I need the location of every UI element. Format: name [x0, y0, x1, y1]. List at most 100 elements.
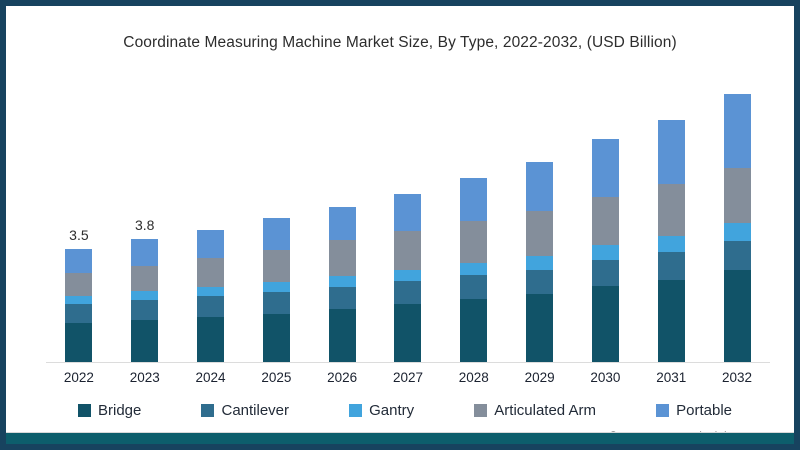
- segment-gantry: [394, 269, 422, 282]
- bar-group-2032: 2032: [704, 84, 770, 385]
- legend-label-gantry: Gantry: [369, 401, 415, 419]
- legend: Bridge Cantilever Gantry Articulated Arm Por…: [78, 398, 732, 422]
- segment-gantry: [460, 262, 488, 276]
- segment-bridge: [394, 303, 422, 362]
- segment-articulated-arm: [591, 196, 619, 246]
- stacked-bar-2022: [65, 248, 93, 362]
- segment-bridge: [657, 279, 685, 362]
- stacked-bar-2031: [657, 119, 685, 362]
- segment-articulated-arm: [197, 257, 225, 287]
- segment-articulated-arm: [65, 273, 93, 296]
- x-tick-label: 2022: [63, 370, 94, 385]
- segment-cantilever: [394, 281, 422, 304]
- x-tick-label: 2029: [524, 370, 555, 385]
- bar-value-label: 3.8: [134, 217, 155, 234]
- segment-gantry: [723, 223, 751, 241]
- segment-articulated-arm: [394, 230, 422, 270]
- segment-cantilever: [657, 252, 685, 280]
- legend-label-cantilever: Cantilever: [221, 401, 290, 419]
- segment-portable: [657, 119, 685, 184]
- segment-bridge: [197, 316, 225, 362]
- segment-bridge: [591, 286, 619, 362]
- x-tick-label: 2024: [195, 370, 226, 385]
- segment-bridge: [460, 299, 488, 362]
- bar-group-2030: 2030: [573, 84, 639, 385]
- stacked-bar-2030: [591, 139, 619, 362]
- stacked-bar-2026: [328, 206, 356, 362]
- bar-value-label: 3.5: [69, 227, 89, 243]
- bottom-accent-bar: [6, 432, 794, 444]
- stacked-bar-2024: [197, 229, 225, 362]
- bar-group-2024: 2024: [178, 84, 244, 385]
- bar-group-2025: 2025: [243, 84, 309, 385]
- segment-portable: [328, 206, 356, 241]
- stacked-bar-2025: [262, 218, 290, 362]
- segment-gantry: [328, 275, 356, 287]
- segment-cantilever: [460, 275, 488, 299]
- x-tick-label: 2026: [327, 370, 358, 385]
- x-tick-label: 2030: [590, 370, 621, 385]
- segment-portable: [394, 194, 422, 231]
- bar-group-2028: 2028: [441, 84, 507, 385]
- segment-cantilever: [591, 260, 619, 287]
- stacked-bar-2029: [526, 161, 554, 362]
- segment-articulated-arm: [131, 265, 159, 292]
- segment-portable: [591, 139, 619, 197]
- segment-gantry: [131, 291, 159, 300]
- x-tick-label: 2028: [458, 370, 489, 385]
- legend-swatch-cantilever: [201, 403, 215, 417]
- segment-gantry: [262, 282, 290, 293]
- legend-item-bridge: Bridge: [78, 402, 141, 419]
- plot-area: 3.5 2022 3.8 2023 2024 2025 2026 2027 2028 2029 20…: [46, 84, 770, 385]
- legend-swatch-articulated-arm: [474, 403, 488, 417]
- stacked-bar-2023: [131, 239, 159, 362]
- segment-cantilever: [328, 286, 356, 309]
- segment-articulated-arm: [723, 168, 751, 224]
- stacked-bar-2032: [723, 93, 751, 362]
- bar-group-2027: 2027: [375, 84, 441, 385]
- legend-label-bridge: Bridge: [98, 401, 142, 419]
- segment-cantilever: [65, 303, 93, 324]
- x-tick-label: 2027: [392, 370, 423, 385]
- x-tick-label: 2032: [722, 370, 753, 385]
- bar-group-2026: 2026: [309, 84, 375, 385]
- segment-articulated-arm: [657, 183, 685, 236]
- segment-cantilever: [262, 292, 290, 314]
- segment-portable: [65, 248, 93, 274]
- legend-label-portable: Portable: [676, 401, 732, 419]
- segment-articulated-arm: [526, 210, 554, 256]
- segment-cantilever: [197, 296, 225, 317]
- bar-group-2029: 2029: [507, 84, 573, 385]
- segment-portable: [460, 177, 488, 221]
- x-tick-label: 2031: [656, 370, 687, 385]
- legend-item-gantry: Gantry: [349, 402, 414, 419]
- segment-gantry: [591, 245, 619, 261]
- segment-articulated-arm: [328, 240, 356, 276]
- segment-bridge: [723, 269, 751, 362]
- segment-gantry: [65, 295, 93, 304]
- legend-swatch-bridge: [78, 403, 91, 417]
- segment-bridge: [65, 323, 93, 362]
- segment-portable: [197, 229, 225, 258]
- segment-gantry: [526, 255, 554, 270]
- segment-gantry: [197, 286, 225, 297]
- segment-cantilever: [526, 269, 554, 295]
- legend-item-cantilever: Cantilever: [201, 402, 289, 419]
- segment-portable: [723, 93, 751, 169]
- segment-gantry: [657, 235, 685, 253]
- chart-title: Coordinate Measuring Machine Market Size…: [123, 34, 677, 51]
- segment-bridge: [328, 308, 356, 362]
- legend-item-portable: Portable: [656, 402, 732, 419]
- legend-label-articulated-arm: Articulated Arm: [494, 401, 596, 419]
- segment-articulated-arm: [262, 250, 290, 283]
- segment-cantilever: [723, 240, 751, 270]
- stacked-bar-2028: [460, 177, 488, 362]
- legend-swatch-gantry: [349, 403, 363, 417]
- bar-group-2022: 3.5 2022: [46, 84, 112, 385]
- bar-group-2023: 3.8 2023: [112, 84, 178, 385]
- segment-portable: [131, 239, 159, 266]
- segment-bridge: [526, 294, 554, 362]
- segment-portable: [526, 161, 554, 211]
- segment-bridge: [262, 313, 290, 362]
